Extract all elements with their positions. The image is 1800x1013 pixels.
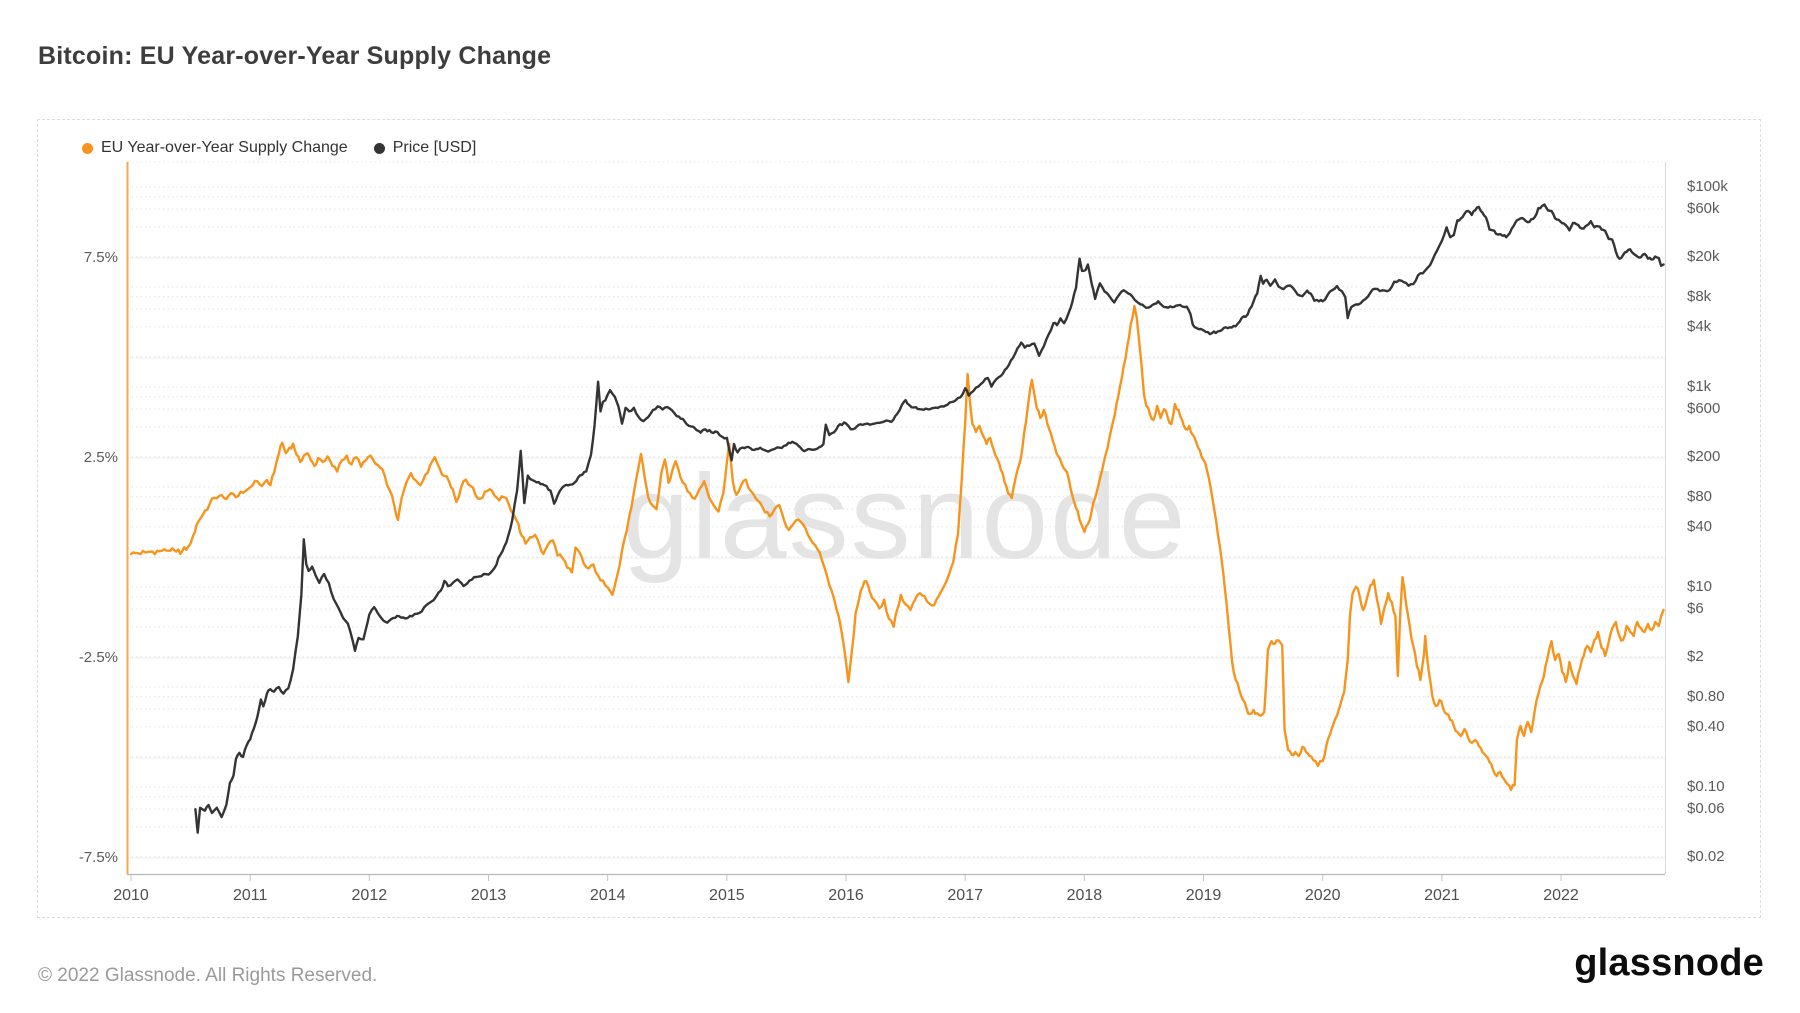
glassnode-wordmark: glassnode: [1574, 942, 1764, 984]
x-axis-tick-label: 2012: [351, 887, 388, 904]
chart-card: [37, 119, 1761, 918]
right-axis-tick-label: $1k: [1687, 378, 1712, 395]
right-axis-tick-label: $2: [1687, 647, 1704, 665]
legend-label: Price [USD]: [392, 139, 477, 156]
right-axis-tick-label: $0.40: [1687, 717, 1725, 735]
right-axis-tick-label: $200: [1687, 447, 1721, 465]
right-axis-tick-label: $8k: [1687, 287, 1712, 305]
x-axis-tick-label: 2021: [1424, 887, 1460, 904]
right-axis-tick-label: $80: [1687, 487, 1713, 505]
right-axis-tick-label: $6: [1687, 600, 1704, 618]
x-axis-tick-label: 2018: [1066, 887, 1103, 904]
x-axis-tick-label: 2015: [709, 887, 745, 904]
left-axis-tick-label: -2.5%: [78, 649, 118, 666]
legend: EU Year-over-Year Supply Change Price [US…: [82, 139, 476, 157]
left-axis-tick-label: -7.5%: [78, 849, 118, 866]
x-axis-tick-label: 2022: [1543, 887, 1579, 904]
x-axis-tick-label: 2019: [1185, 887, 1222, 904]
page-title: Bitcoin: EU Year-over-Year Supply Change: [38, 42, 552, 70]
legend-dot-icon: [373, 142, 385, 154]
legend-label: EU Year-over-Year Supply Change: [101, 139, 348, 156]
right-axis-tick-label: $4k: [1687, 317, 1712, 335]
legend-dot-icon: [82, 142, 93, 154]
x-axis-tick-label: 2010: [113, 887, 149, 904]
right-axis-tick-label: $60k: [1687, 200, 1720, 218]
left-axis-tick-label: 7.5%: [83, 249, 118, 266]
x-axis-tick-label: 2011: [232, 887, 268, 904]
x-axis-tick-label: 2016: [828, 887, 864, 904]
legend-item-supply-change[interactable]: EU Year-over-Year Supply Change: [82, 139, 348, 157]
left-axis-tick-label: 2.5%: [83, 449, 118, 466]
right-axis-tick-label: $10: [1687, 578, 1713, 595]
right-axis-tick-label: $0.80: [1687, 687, 1725, 705]
right-axis-tick-label: $20k: [1687, 247, 1720, 265]
right-axis-tick-label: $100k: [1687, 178, 1728, 195]
x-axis-tick-label: 2017: [947, 887, 983, 904]
right-axis-tick-label: $0.10: [1687, 778, 1725, 795]
x-axis-tick-label: 2014: [589, 887, 626, 904]
footer-copyright: © 2022 Glassnode. All Rights Reserved.: [38, 965, 378, 986]
x-axis-tick-label: 2020: [1304, 887, 1341, 904]
right-axis-tick-label: $40: [1687, 517, 1713, 535]
legend-item-price[interactable]: Price [USD]: [373, 139, 477, 157]
right-axis-tick-label: $0.02: [1687, 847, 1725, 865]
right-axis-tick-label: $600: [1687, 400, 1721, 418]
x-axis-tick-label: 2013: [470, 887, 507, 904]
right-axis-tick-label: $0.06: [1687, 800, 1725, 818]
